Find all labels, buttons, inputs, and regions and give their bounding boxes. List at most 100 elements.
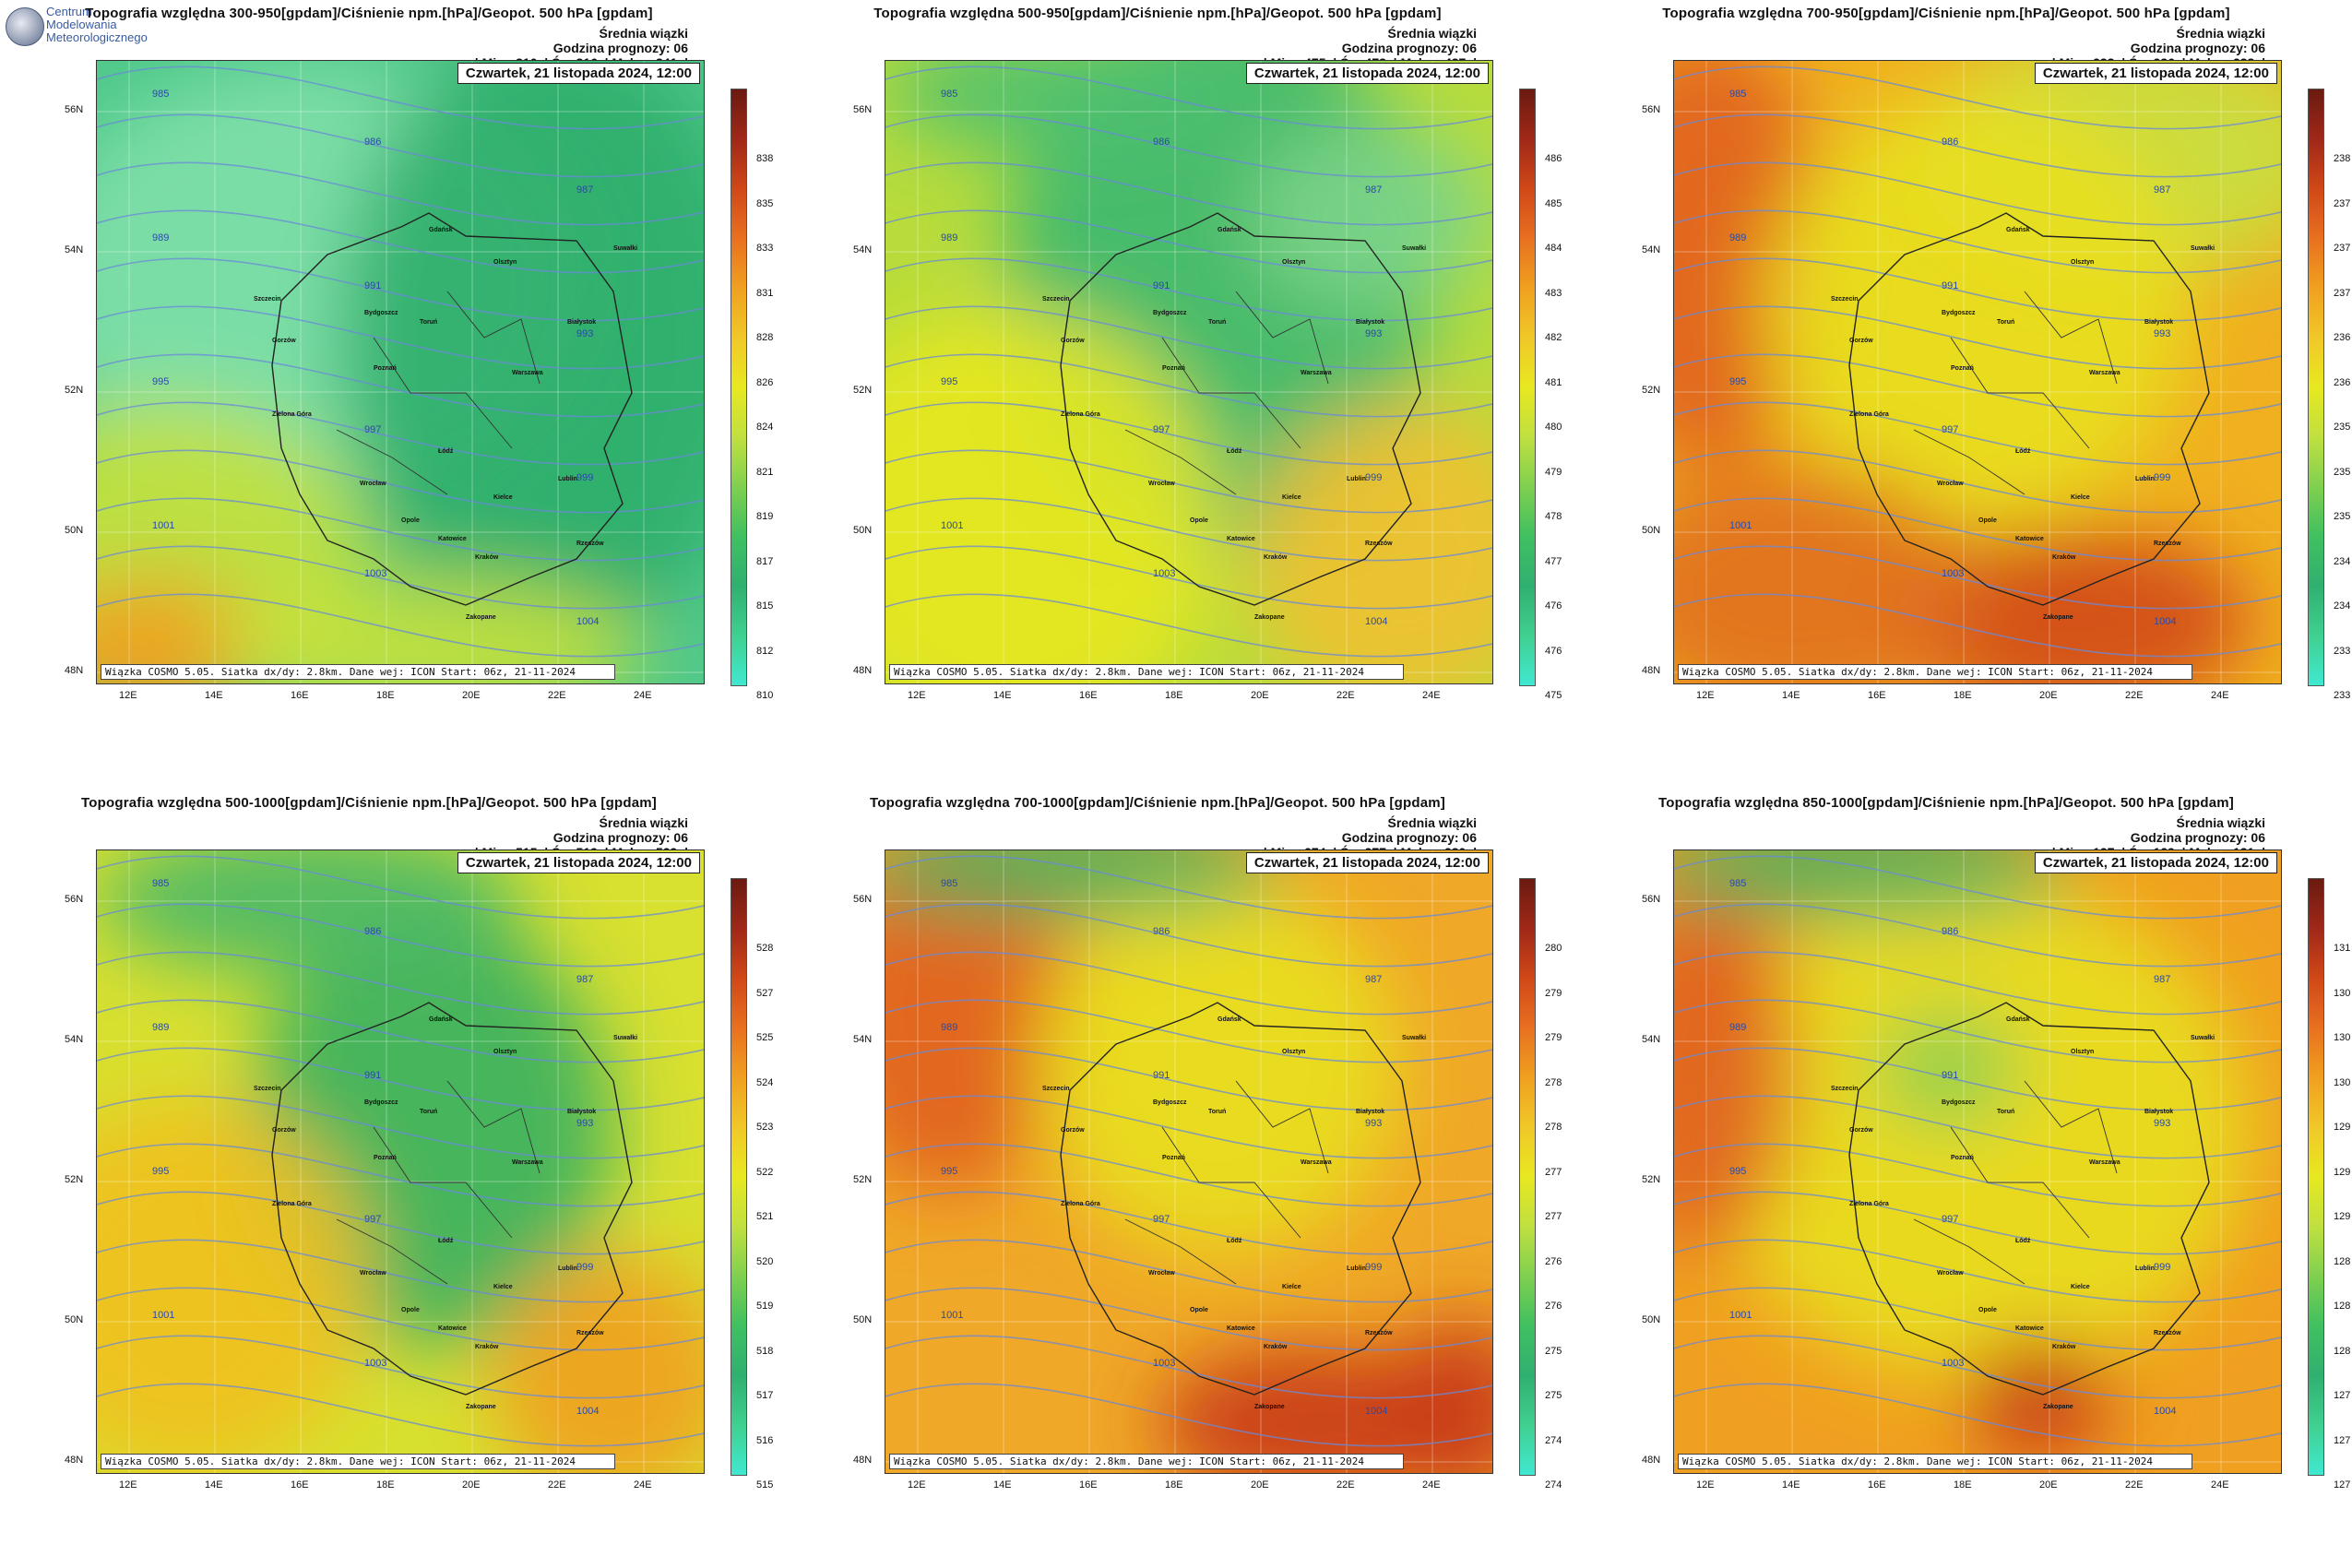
isobar-label: 985	[152, 878, 170, 889]
city-label: Gorzów	[1849, 1127, 1873, 1134]
city-label: Kielce	[1282, 1284, 1301, 1290]
info-line-ensemble: Średnia wiązki	[1387, 815, 1477, 830]
panel-title: Topografia względna 700-950[gpdam]/Ciśni…	[1662, 6, 2230, 21]
isobar-label: 1001	[1729, 520, 1752, 531]
colorbar-tick-label: 517	[756, 1390, 774, 1401]
longitude-label: 16E	[1868, 690, 1886, 701]
city-label: Kraków	[2052, 554, 2076, 561]
isobar-label: 997	[364, 1214, 382, 1225]
city-label: Kraków	[2052, 1344, 2076, 1350]
city-label: Kielce	[2071, 1284, 2090, 1290]
latitude-label: 48N	[65, 665, 84, 676]
city-label: Bydgoszcz	[364, 1099, 398, 1106]
isobar-label: 1001	[941, 520, 964, 531]
longitude-label: 22E	[1336, 690, 1355, 701]
colorbar-tick-label: 826	[756, 376, 774, 388]
city-label: Białystok	[567, 319, 597, 326]
city-label: Łódź	[1227, 448, 1242, 455]
city-label: Olsztyn	[493, 1049, 517, 1055]
colorbar-tick-label: 274	[1545, 1434, 1562, 1446]
longitude-label: 24E	[634, 690, 652, 701]
info-line-forecast-hour: Godzina prognozy: 06	[552, 830, 688, 845]
city-label: Gdańsk	[1218, 1016, 1241, 1023]
colorbar-tick-label: 236	[2334, 376, 2351, 388]
isobar-label: 999	[2154, 472, 2171, 483]
colorbar-tick-label: 234	[2334, 555, 2351, 567]
city-label: Rzeszów	[576, 1330, 604, 1336]
colorbar-tick-label: 810	[756, 690, 774, 701]
colorbar-tick-label: 522	[756, 1166, 774, 1178]
longitude-label: 20E	[2039, 690, 2058, 701]
isobar-label: 986	[1153, 926, 1170, 937]
isobar-label: 995	[1729, 376, 1747, 387]
city-label: Olsztyn	[2071, 1049, 2095, 1055]
city-label: Poznań	[1162, 365, 1185, 372]
latitude-label: 54N	[65, 244, 84, 255]
map-area: 985 986 987 989 991 993 995 997 999 1001 1003 1004 G…	[96, 849, 705, 1474]
isobar-label: 987	[576, 974, 594, 985]
city-label: Lublin	[2135, 1265, 2155, 1272]
city-label: Suwałki	[613, 245, 638, 252]
colorbar-tick-label: 483	[1545, 287, 1562, 299]
isobar-label: 995	[941, 376, 958, 387]
colorbar	[731, 89, 747, 686]
isobar-label: 999	[576, 1262, 594, 1273]
colorbar-tick-label: 233	[2334, 690, 2351, 701]
longitude-label: 14E	[1782, 1479, 1800, 1491]
logo-line1: Centrum	[46, 5, 92, 18]
longitude-label: 16E	[291, 690, 309, 701]
info-line-ensemble: Średnia wiązki	[1387, 26, 1477, 41]
city-label: Gorzów	[272, 338, 296, 344]
latitude-label: 56N	[1642, 104, 1661, 115]
colorbar	[2308, 89, 2324, 686]
logo-line3: Meteorologicznego	[46, 30, 148, 44]
map-area: 985 986 987 989 991 993 995 997 999 1001 1003 1004 G…	[96, 60, 705, 684]
city-label: Łódź	[438, 1238, 454, 1244]
longitude-label: 20E	[1251, 1479, 1269, 1491]
latitude-label: 50N	[853, 525, 873, 536]
isobar-label: 999	[2154, 1262, 2171, 1273]
city-label: Rzeszów	[1365, 1330, 1393, 1336]
city-label: Warszawa	[2089, 370, 2120, 376]
city-label: Zakopane	[1254, 1404, 1285, 1410]
city-label: Kraków	[475, 554, 499, 561]
latitude-label: 52N	[65, 385, 84, 396]
colorbar-tick-label: 277	[1545, 1211, 1562, 1222]
panel-title: Topografia względna 500-1000[gpdam]/Ciśn…	[81, 795, 657, 811]
city-label: Zielona Góra	[1061, 1201, 1100, 1207]
isobar-label: 987	[1365, 974, 1383, 985]
city-label: Katowice	[1227, 1325, 1255, 1332]
colorbar-tick-label: 479	[1545, 466, 1562, 478]
isobar-label: 997	[1153, 1214, 1170, 1225]
city-label: Gdańsk	[429, 227, 453, 233]
longitude-label: 12E	[1696, 690, 1715, 701]
city-label: Zakopane	[466, 1404, 496, 1410]
city-label: Wrocław	[1937, 1270, 1964, 1277]
city-label: Zielona Góra	[1849, 1201, 1889, 1207]
colorbar-tick-label: 527	[756, 987, 774, 999]
colorbar-tick-label: 234	[2334, 600, 2351, 612]
colorbar-tick-label: 476	[1545, 600, 1562, 612]
isobar-label: 1004	[576, 616, 600, 627]
colorbar-tick-label: 128	[2334, 1345, 2351, 1357]
colorbar-tick-label: 833	[756, 243, 774, 254]
latitude-label: 54N	[1642, 1034, 1661, 1045]
map-area: 985 986 987 989 991 993 995 997 999 1001 1003 1004 G…	[885, 849, 1493, 1474]
isobar-label: 985	[941, 878, 958, 889]
colorbar-tick-label: 278	[1545, 1122, 1562, 1133]
isobar-label: 1003	[364, 1358, 387, 1369]
city-label: Zielona Góra	[272, 411, 312, 418]
city-label: Białystok	[1356, 319, 1385, 326]
info-line-forecast-hour: Godzina prognozy: 06	[2130, 41, 2265, 55]
latitude-label: 52N	[853, 1174, 873, 1185]
isobar-label: 985	[152, 89, 170, 100]
colorbar-tick-label: 130	[2334, 1032, 2351, 1043]
map-panel-3: Topografia względna 700-950[gpdam]/Ciśni…	[1596, 6, 2352, 725]
city-label: Białystok	[1356, 1109, 1385, 1115]
isobar-label: 993	[1365, 1118, 1383, 1129]
isobar-label: 989	[941, 232, 958, 244]
longitude-label: 18E	[376, 1479, 395, 1491]
colorbar	[1519, 89, 1536, 686]
city-label: Rzeszów	[2154, 540, 2181, 547]
city-label: Olsztyn	[2071, 259, 2095, 266]
